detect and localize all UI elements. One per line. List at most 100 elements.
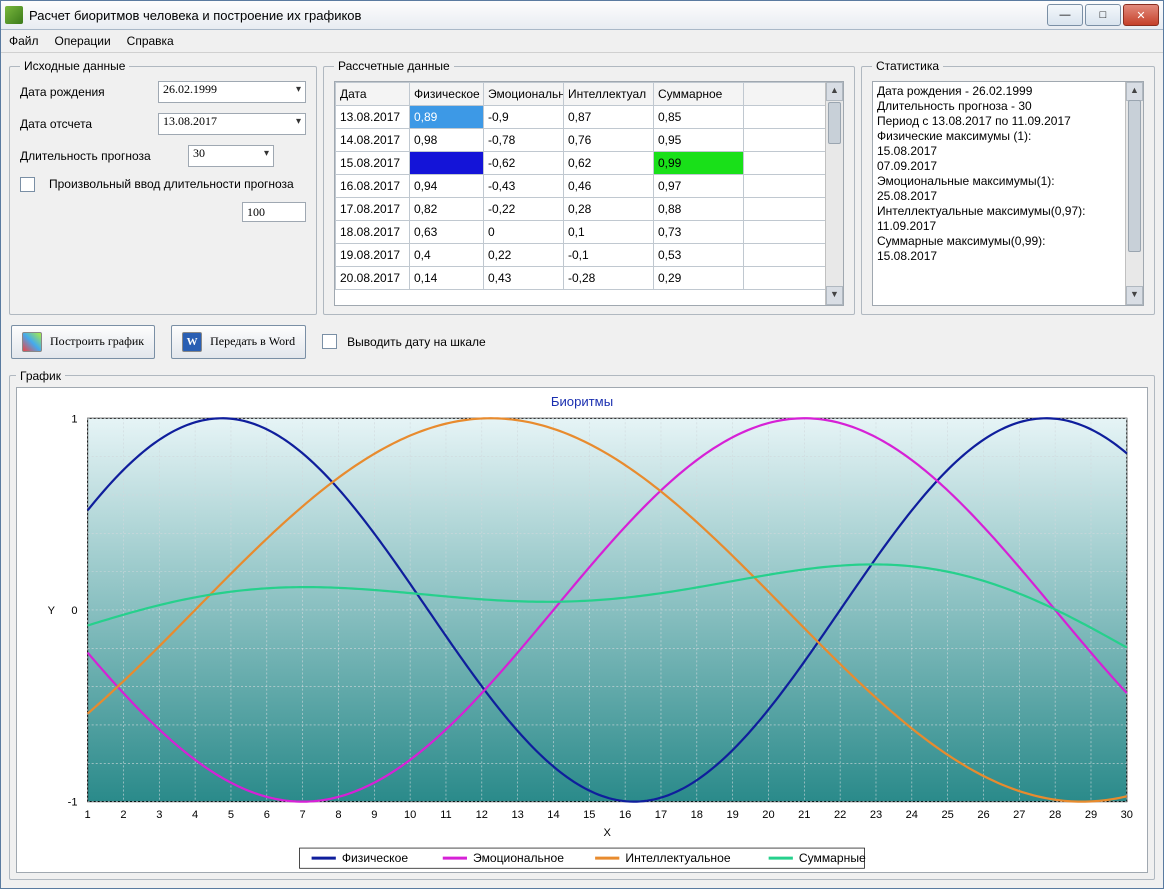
menu-help[interactable]: Справка <box>127 34 174 48</box>
table-cell[interactable]: -0,1 <box>564 244 654 267</box>
table-cell[interactable] <box>410 152 484 175</box>
build-chart-button[interactable]: Построить график <box>11 325 155 359</box>
ref-label: Дата отсчета <box>20 117 150 131</box>
table-row[interactable]: 17.08.20170,82-0,220,280,88 <box>336 198 843 221</box>
minimize-button[interactable]: — <box>1047 4 1083 26</box>
birth-date-select[interactable]: 26.02.1999 <box>158 81 306 103</box>
scroll-down-icon[interactable]: ▼ <box>1126 286 1143 305</box>
table-cell[interactable]: 0,76 <box>564 129 654 152</box>
svg-text:15: 15 <box>583 809 595 821</box>
table-cell[interactable]: -0,9 <box>484 106 564 129</box>
svg-text:19: 19 <box>726 809 738 821</box>
table-cell[interactable]: 0,89 <box>410 106 484 129</box>
table-row[interactable]: 20.08.20170,140,43-0,280,29 <box>336 267 843 290</box>
scroll-up-icon[interactable]: ▲ <box>826 82 843 101</box>
table-cell[interactable]: 0,43 <box>484 267 564 290</box>
table-cell[interactable]: 18.08.2017 <box>336 221 410 244</box>
table-cell[interactable]: 0,46 <box>564 175 654 198</box>
window-title: Расчет биоритмов человека и построение и… <box>29 8 1047 23</box>
table-row[interactable]: 15.08.2017 -0,620,620,99 <box>336 152 843 175</box>
svg-text:Биоритмы: Биоритмы <box>551 394 613 409</box>
table-row[interactable]: 19.08.20170,40,22-0,10,53 <box>336 244 843 267</box>
maximize-button[interactable]: □ <box>1085 4 1121 26</box>
table-cell[interactable]: 0,99 <box>654 152 744 175</box>
stats-line: Суммарные максимумы(0,99): <box>877 234 1139 249</box>
menu-file[interactable]: Файл <box>9 34 39 48</box>
table-cell[interactable]: 0,53 <box>654 244 744 267</box>
manual-duration-input[interactable] <box>242 202 306 222</box>
table-cell[interactable]: 0,28 <box>564 198 654 221</box>
table-cell[interactable]: 0,95 <box>654 129 744 152</box>
scroll-up-icon[interactable]: ▲ <box>1126 82 1143 101</box>
table-cell[interactable]: -0,78 <box>484 129 564 152</box>
svg-text:9: 9 <box>371 809 377 821</box>
scroll-thumb[interactable] <box>828 102 841 144</box>
svg-text:6: 6 <box>264 809 270 821</box>
table-cell[interactable]: 0,88 <box>654 198 744 221</box>
table-cell[interactable]: 0,73 <box>654 221 744 244</box>
export-word-button[interactable]: W Передать в Word <box>171 325 306 359</box>
chart-group: График Биоритмы1234567891011121314151617… <box>9 369 1155 880</box>
table-header[interactable]: Физическое <box>410 83 484 106</box>
table-cell[interactable]: 14.08.2017 <box>336 129 410 152</box>
stats-line: Физические максимумы (1): <box>877 129 1139 144</box>
svg-text:Физическое: Физическое <box>342 851 408 865</box>
table-cell[interactable]: 0,29 <box>654 267 744 290</box>
duration-label: Длительность прогноза <box>20 149 180 163</box>
table-cell[interactable]: 0,63 <box>410 221 484 244</box>
table-cell[interactable]: 0,87 <box>564 106 654 129</box>
stats-group: Статистика Дата рождения - 26.02.1999Дли… <box>861 59 1155 315</box>
scroll-down-icon[interactable]: ▼ <box>826 286 843 305</box>
birth-label: Дата рождения <box>20 85 150 99</box>
scale-date-checkbox[interactable] <box>322 334 337 349</box>
stats-scrollbar[interactable]: ▲ ▼ <box>1125 82 1143 305</box>
table-cell[interactable]: 0,4 <box>410 244 484 267</box>
table-cell[interactable]: 19.08.2017 <box>336 244 410 267</box>
table-cell[interactable]: 0,97 <box>654 175 744 198</box>
table-cell[interactable]: 16.08.2017 <box>336 175 410 198</box>
svg-text:25: 25 <box>941 809 953 821</box>
table-cell[interactable]: 0 <box>484 221 564 244</box>
table-cell[interactable]: 0,1 <box>564 221 654 244</box>
table-cell[interactable]: 0,82 <box>410 198 484 221</box>
calc-data-legend: Рассчетные данные <box>334 59 454 73</box>
titlebar: Расчет биоритмов человека и построение и… <box>1 1 1163 30</box>
table-header[interactable]: Суммарное <box>654 83 744 106</box>
duration-select[interactable]: 30 <box>188 145 274 167</box>
table-cell[interactable]: 17.08.2017 <box>336 198 410 221</box>
svg-text:0: 0 <box>71 605 77 617</box>
table-scrollbar[interactable]: ▲ ▼ <box>825 82 843 305</box>
table-header[interactable]: Интеллектуал <box>564 83 654 106</box>
stats-line: Эмоциональные максимумы(1): <box>877 174 1139 189</box>
table-cell[interactable]: 15.08.2017 <box>336 152 410 175</box>
svg-text:18: 18 <box>691 809 703 821</box>
manual-duration-checkbox[interactable] <box>20 177 35 192</box>
table-cell[interactable]: 0,98 <box>410 129 484 152</box>
table-header[interactable]: Дата <box>336 83 410 106</box>
table-cell[interactable]: 0,62 <box>564 152 654 175</box>
table-cell[interactable]: 0,14 <box>410 267 484 290</box>
stats-line: Дата рождения - 26.02.1999 <box>877 84 1139 99</box>
table-cell[interactable]: 0,85 <box>654 106 744 129</box>
table-row[interactable]: 14.08.20170,98-0,780,760,95 <box>336 129 843 152</box>
table-cell[interactable]: -0,43 <box>484 175 564 198</box>
table-cell[interactable]: -0,22 <box>484 198 564 221</box>
table-cell[interactable]: 13.08.2017 <box>336 106 410 129</box>
table-row[interactable]: 13.08.20170,89-0,90,870,85 <box>336 106 843 129</box>
close-button[interactable]: ✕ <box>1123 4 1159 26</box>
svg-text:21: 21 <box>798 809 810 821</box>
menu-operations[interactable]: Операции <box>55 34 111 48</box>
table-cell[interactable]: 20.08.2017 <box>336 267 410 290</box>
source-data-legend: Исходные данные <box>20 59 129 73</box>
chart-icon <box>22 332 42 352</box>
table-cell[interactable]: -0,62 <box>484 152 564 175</box>
table-row[interactable]: 16.08.20170,94-0,430,460,97 <box>336 175 843 198</box>
table-cell[interactable]: 0,94 <box>410 175 484 198</box>
table-header[interactable]: Эмоциональн <box>484 83 564 106</box>
ref-date-select[interactable]: 13.08.2017 <box>158 113 306 135</box>
scroll-thumb[interactable] <box>1128 100 1141 252</box>
table-cell[interactable]: 0,22 <box>484 244 564 267</box>
svg-text:-1: -1 <box>68 796 78 808</box>
table-row[interactable]: 18.08.20170,6300,10,73 <box>336 221 843 244</box>
table-cell[interactable]: -0,28 <box>564 267 654 290</box>
